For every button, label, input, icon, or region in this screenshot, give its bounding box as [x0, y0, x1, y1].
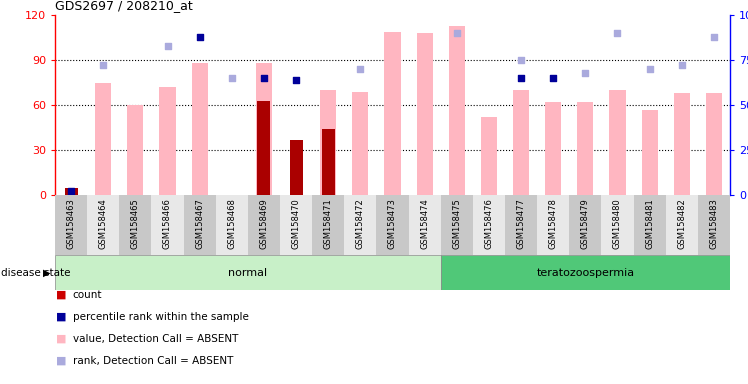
Text: GSM158479: GSM158479: [581, 198, 590, 249]
Bar: [449, 25, 465, 195]
Text: rank, Detection Call = ABSENT: rank, Detection Call = ABSENT: [73, 356, 233, 366]
Bar: [706, 93, 722, 195]
Text: GSM158471: GSM158471: [324, 198, 333, 249]
Point: [290, 77, 302, 83]
Bar: [408, 195, 441, 255]
Bar: [610, 90, 625, 195]
Text: GSM158463: GSM158463: [67, 198, 76, 249]
Bar: [55, 255, 441, 290]
Bar: [481, 117, 497, 195]
Text: GSM158467: GSM158467: [195, 198, 204, 249]
Text: GSM158475: GSM158475: [453, 198, 462, 249]
Point: [226, 75, 238, 81]
Text: GSM158473: GSM158473: [388, 198, 397, 249]
Bar: [289, 139, 302, 195]
Point: [65, 188, 77, 194]
Text: teratozoospermia: teratozoospermia: [536, 268, 634, 278]
Bar: [88, 195, 119, 255]
Text: disease state: disease state: [1, 268, 70, 278]
Text: GSM158466: GSM158466: [163, 198, 172, 249]
Text: GSM158464: GSM158464: [99, 198, 108, 249]
Text: GSM158480: GSM158480: [613, 198, 622, 249]
Bar: [215, 195, 248, 255]
Text: ■: ■: [56, 312, 67, 322]
Text: GSM158483: GSM158483: [709, 198, 718, 249]
Point: [355, 66, 367, 72]
Text: GSM158482: GSM158482: [677, 198, 686, 249]
Point: [194, 33, 206, 40]
Point: [97, 62, 109, 68]
Bar: [441, 255, 730, 290]
Bar: [513, 90, 529, 195]
Text: ■: ■: [56, 290, 67, 300]
Bar: [473, 195, 505, 255]
Text: GSM158476: GSM158476: [485, 198, 494, 249]
Bar: [642, 109, 657, 195]
Bar: [505, 195, 537, 255]
Point: [580, 70, 592, 76]
Point: [644, 66, 656, 72]
Bar: [537, 195, 569, 255]
Bar: [95, 83, 111, 195]
Text: GSM158469: GSM158469: [260, 198, 269, 249]
Text: ■: ■: [56, 356, 67, 366]
Text: GSM158481: GSM158481: [645, 198, 654, 249]
Bar: [119, 195, 151, 255]
Bar: [127, 105, 144, 195]
Bar: [344, 195, 376, 255]
Point: [515, 57, 527, 63]
Text: GSM158470: GSM158470: [292, 198, 301, 249]
Bar: [159, 87, 176, 195]
Bar: [312, 195, 344, 255]
Point: [612, 30, 624, 36]
Bar: [666, 195, 698, 255]
Point: [162, 43, 174, 49]
Bar: [322, 129, 334, 195]
Text: GSM158468: GSM158468: [227, 198, 236, 249]
Bar: [569, 195, 601, 255]
Bar: [376, 195, 408, 255]
Point: [548, 75, 560, 81]
Bar: [634, 195, 666, 255]
Point: [451, 30, 463, 36]
Point: [258, 75, 270, 81]
Bar: [248, 195, 280, 255]
Bar: [151, 195, 183, 255]
Bar: [601, 195, 634, 255]
Bar: [577, 102, 593, 195]
Text: GDS2697 / 208210_at: GDS2697 / 208210_at: [55, 0, 193, 12]
Text: GSM158477: GSM158477: [517, 198, 526, 249]
Point: [515, 75, 527, 81]
Bar: [352, 91, 369, 195]
Point: [675, 62, 687, 68]
Text: ■: ■: [56, 334, 67, 344]
Bar: [256, 63, 272, 195]
Bar: [545, 102, 561, 195]
Bar: [698, 195, 730, 255]
Bar: [674, 93, 690, 195]
Text: GSM158472: GSM158472: [356, 198, 365, 249]
Bar: [191, 63, 208, 195]
Text: GSM158478: GSM158478: [549, 198, 558, 249]
Text: count: count: [73, 290, 102, 300]
Text: value, Detection Call = ABSENT: value, Detection Call = ABSENT: [73, 334, 238, 344]
Bar: [183, 195, 215, 255]
Bar: [320, 90, 337, 195]
Text: GSM158465: GSM158465: [131, 198, 140, 249]
Text: percentile rank within the sample: percentile rank within the sample: [73, 312, 248, 322]
Bar: [280, 195, 312, 255]
Bar: [384, 31, 400, 195]
Bar: [55, 195, 88, 255]
Bar: [257, 101, 270, 195]
Point: [708, 33, 720, 40]
Bar: [64, 187, 78, 195]
Bar: [417, 33, 432, 195]
Text: ▶: ▶: [43, 268, 51, 278]
Text: GSM158474: GSM158474: [420, 198, 429, 249]
Bar: [441, 195, 473, 255]
Text: normal: normal: [228, 268, 268, 278]
